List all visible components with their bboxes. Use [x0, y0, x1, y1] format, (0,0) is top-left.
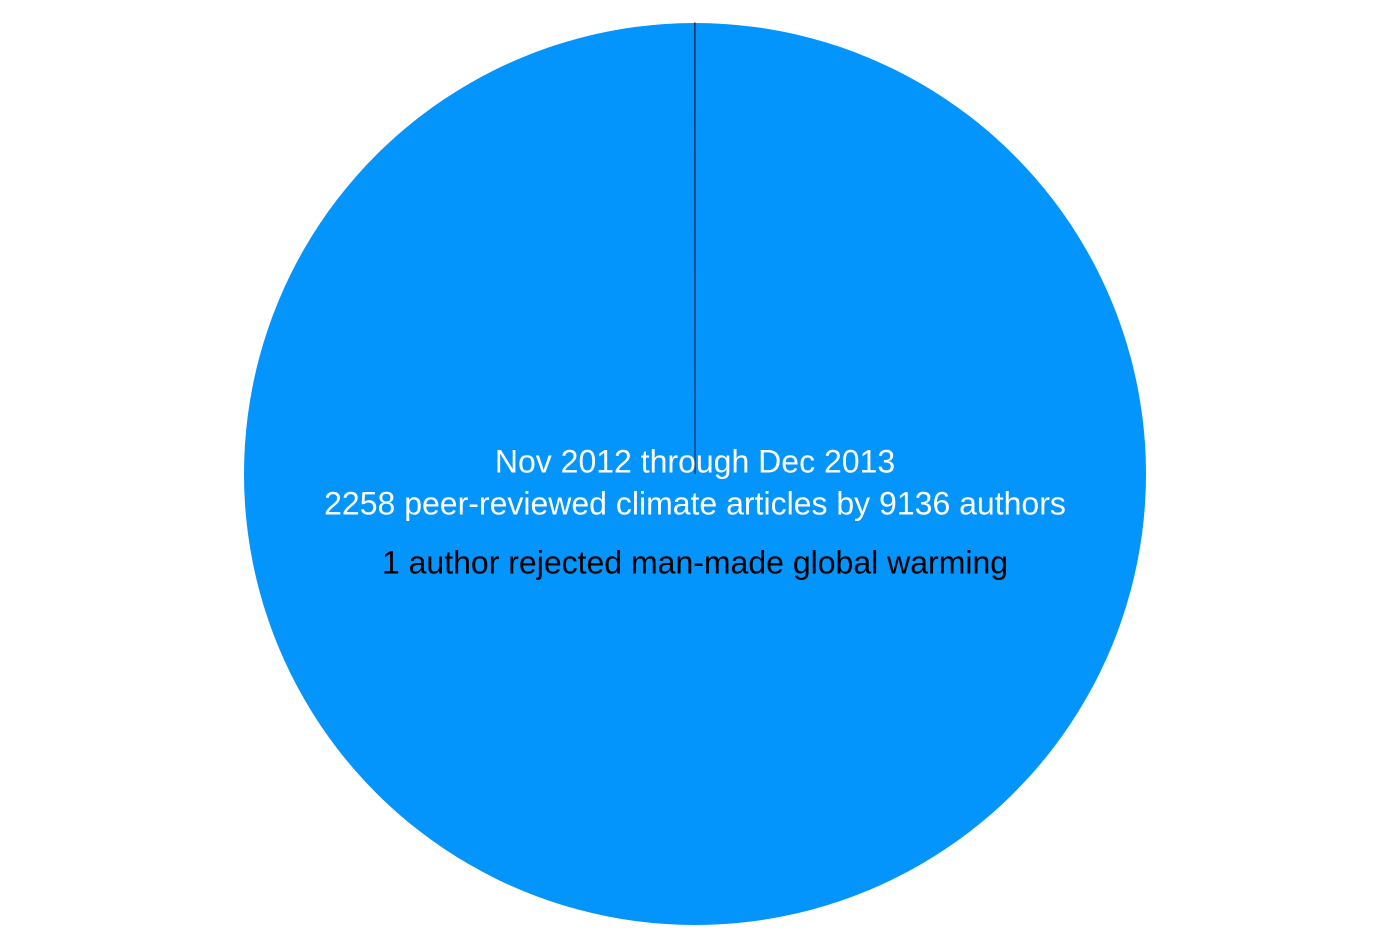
pie: [244, 22, 1147, 925]
annotation: 2258 peer-reviewed climate articles by 9…: [324, 485, 1066, 521]
annotations: Nov 2012 through Dec 2013 2258 peer-revie…: [324, 443, 1066, 580]
annotation: 1 author rejected man-made global warmin…: [382, 544, 1008, 580]
annotation: Nov 2012 through Dec 2013: [495, 443, 895, 479]
